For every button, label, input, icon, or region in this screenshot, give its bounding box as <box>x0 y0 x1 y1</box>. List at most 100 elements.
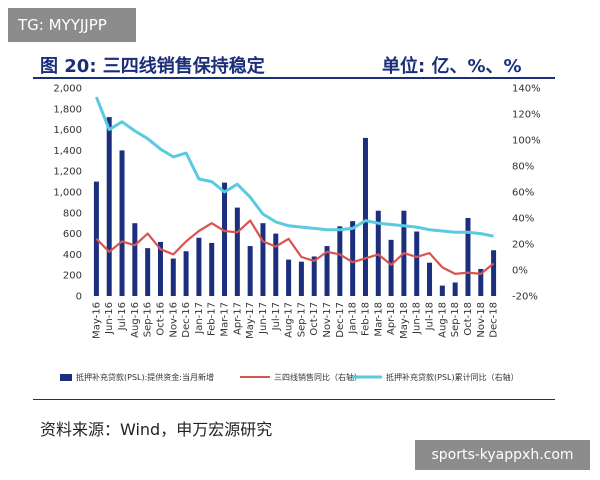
x-tick-label: Mar-18 <box>373 302 384 337</box>
x-tick-label: Dec-16 <box>181 302 192 338</box>
x-tick-label: Apr-17 <box>232 302 243 335</box>
left-tick-label: 1,600 <box>53 125 82 136</box>
bar <box>209 242 215 296</box>
right-tick-label: 0% <box>512 266 528 277</box>
bar <box>350 221 356 296</box>
right-tick-label: 100% <box>512 136 541 147</box>
right-tick-label: 140% <box>512 84 541 95</box>
left-tick-label: 1,000 <box>53 188 82 199</box>
left-tick-label: 2,000 <box>53 84 82 95</box>
x-tick-label: Jul-17 <box>271 302 282 331</box>
bar <box>183 251 189 296</box>
x-tick-label: Jun-18 <box>412 302 423 335</box>
bar <box>119 150 125 296</box>
bar <box>439 285 445 296</box>
bar <box>286 259 292 296</box>
legend-label: 三四线销售同比（右轴） <box>274 372 362 382</box>
watermark-top: TG: MYYJJPP <box>8 8 136 42</box>
line-series <box>95 96 495 275</box>
x-tick-label: Oct-18 <box>463 302 474 336</box>
bar <box>362 137 368 296</box>
left-tick-label: 0 <box>76 292 82 303</box>
bar <box>324 246 330 296</box>
right-tick-label: 120% <box>512 110 541 121</box>
x-tick-label: Aug-17 <box>284 302 295 338</box>
legend-label: 抵押补充贷款(PSL)累计同比（右轴） <box>386 372 519 382</box>
x-tick-label: Oct-17 <box>309 302 320 336</box>
x-tick-label: Sep-16 <box>143 302 154 337</box>
x-tick-label: Nov-17 <box>322 302 333 338</box>
bar <box>273 233 279 296</box>
header-divider <box>33 77 555 79</box>
source-note: 资料来源：Wind，申万宏源研究 <box>40 420 273 439</box>
bar <box>414 231 420 296</box>
x-tick-label: Mar-17 <box>220 302 231 337</box>
x-tick-label: Feb-18 <box>360 302 371 336</box>
bar <box>298 261 304 296</box>
x-tick-label: Sep-18 <box>450 302 461 337</box>
x-tick-label: Nov-18 <box>476 302 487 338</box>
bar <box>145 248 151 296</box>
bar <box>157 241 163 296</box>
chart: 0 200 400 600 800 1,000 1,200 1,400 1,600 1,800 2,… <box>53 84 541 383</box>
x-tick-label: Feb-17 <box>207 302 218 336</box>
x-tick-label: Jul-18 <box>425 302 436 331</box>
bar <box>311 256 317 296</box>
left-tick-label: 1,400 <box>53 146 82 157</box>
left-tick-label: 400 <box>63 250 82 261</box>
x-axis-ticks: May-16 Jun-16 Jul-16 Aug-16 Sep-16 Oct-16 Nov-… <box>91 302 499 339</box>
right-tick-label: 20% <box>512 240 534 251</box>
bar <box>465 218 471 296</box>
x-tick-label: Jul-16 <box>117 302 128 331</box>
watermark-bottom: sports-kyappxh.com <box>415 440 590 470</box>
x-tick-label: Jun-17 <box>258 302 269 335</box>
bar <box>427 262 433 296</box>
legend-label: 抵押补充贷款(PSL):提供资金:当月新增 <box>76 372 214 382</box>
legend-swatch <box>60 374 72 381</box>
bar <box>452 282 458 296</box>
footer-divider <box>33 399 555 400</box>
bar <box>260 223 266 296</box>
left-tick-label: 1,800 <box>53 104 82 115</box>
chart-title: 图 20: 三四线销售保持稳定 <box>40 56 265 77</box>
line-series-psl-cumulative <box>95 96 494 238</box>
bar <box>337 226 343 296</box>
right-tick-label: 40% <box>512 214 534 225</box>
x-tick-label: Sep-17 <box>296 302 307 337</box>
legend: 抵押补充贷款(PSL):提供资金:当月新增 三四线销售同比（右轴） 抵押补充贷款(P… <box>60 372 519 382</box>
bar <box>388 239 394 296</box>
bar <box>491 250 497 296</box>
right-tick-label: -20% <box>512 292 538 303</box>
right-tick-label: 60% <box>512 188 534 199</box>
right-tick-label: 80% <box>512 162 534 173</box>
bar <box>132 223 138 296</box>
x-tick-label: Aug-18 <box>437 302 448 338</box>
x-tick-label: Dec-18 <box>489 302 500 338</box>
left-tick-label: 1,200 <box>53 167 82 178</box>
bar <box>170 258 176 296</box>
bar <box>222 182 228 296</box>
left-tick-label: 800 <box>63 208 82 219</box>
left-tick-label: 200 <box>63 271 82 282</box>
x-tick-label: Nov-16 <box>168 302 179 338</box>
unit-label: 单位: 亿、%、% <box>382 56 522 77</box>
bar <box>234 207 240 296</box>
x-tick-label: Dec-17 <box>335 302 346 338</box>
x-tick-label: Jan-18 <box>348 302 359 335</box>
x-tick-label: Aug-16 <box>130 302 141 338</box>
left-tick-label: 600 <box>63 229 82 240</box>
x-tick-label: May-18 <box>399 302 410 339</box>
x-tick-label: Jan-17 <box>194 302 205 335</box>
x-tick-label: May-17 <box>245 302 256 339</box>
right-axis-ticks: -20% 0% 20% 40% 60% 80% 100% 120% 140% <box>512 84 541 303</box>
x-tick-label: Oct-16 <box>155 302 166 336</box>
x-tick-label: Jun-16 <box>104 302 115 335</box>
bar <box>196 237 202 296</box>
left-axis-ticks: 0 200 400 600 800 1,000 1,200 1,400 1,600 1,800 2,… <box>53 84 82 303</box>
x-tick-label: Apr-18 <box>386 302 397 335</box>
line-series-sales-yoy <box>95 219 495 275</box>
bar <box>478 268 484 296</box>
bar <box>247 246 253 296</box>
x-tick-label: May-16 <box>91 302 102 339</box>
bar <box>106 117 112 297</box>
